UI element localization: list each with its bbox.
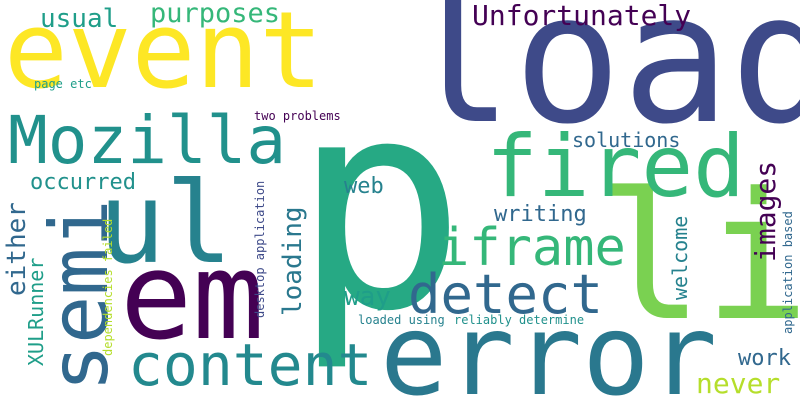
word-application-based: application based xyxy=(781,211,795,334)
word-xulrunner: XULRunner xyxy=(24,257,48,366)
word-reliably-determine: reliably determine xyxy=(454,313,585,327)
word-fired: fired xyxy=(486,117,745,217)
word-solutions: solutions xyxy=(572,128,681,152)
word-dependencies-failed: dependencies failed xyxy=(101,218,115,356)
word-event: event xyxy=(4,0,324,112)
word-two-problems: two problems xyxy=(254,109,341,123)
word-welcome: welcome xyxy=(668,215,692,300)
word-content: content xyxy=(128,331,373,399)
word-purposes: purposes xyxy=(150,0,281,29)
word-page-etc: page etc xyxy=(34,77,92,91)
word-web: web xyxy=(344,174,384,199)
word-load: load xyxy=(405,0,800,164)
word-writing: writing xyxy=(494,202,587,227)
word-usual: usual xyxy=(40,4,119,34)
word-em: em xyxy=(120,228,265,367)
word-li: li xyxy=(598,155,800,360)
word-desktop-application: desktop application xyxy=(253,180,267,318)
word-work: work xyxy=(738,346,791,371)
word-way: way xyxy=(344,282,391,312)
word-iframe: iframe xyxy=(438,218,626,278)
word-images: images xyxy=(749,160,782,262)
word-mozilla: Mozilla xyxy=(8,102,287,179)
word-p: p xyxy=(292,38,467,375)
word-never: never xyxy=(696,367,781,400)
word-error: error xyxy=(380,291,718,400)
word-unfortunately: Unfortunately xyxy=(472,0,692,32)
word-ul: ul xyxy=(98,159,233,289)
word-occurred: occurred xyxy=(30,170,136,195)
word-loaded-using: loaded using xyxy=(358,313,445,327)
word-detect: detect xyxy=(408,263,604,326)
word-loading: loading xyxy=(278,206,308,316)
